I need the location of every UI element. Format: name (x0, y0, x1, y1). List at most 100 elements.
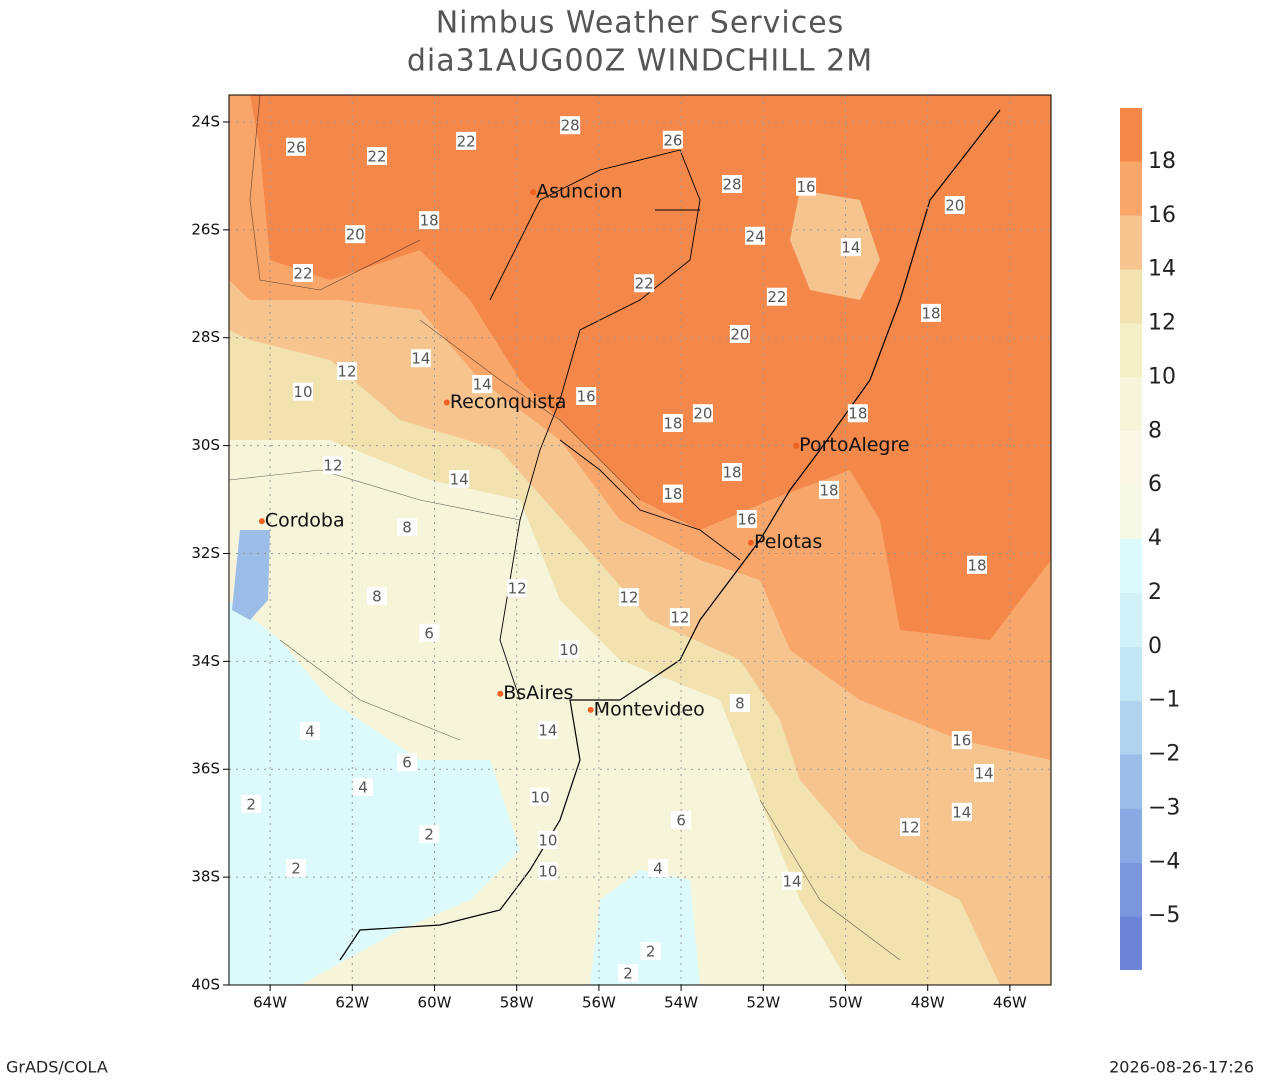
contour-label: 20 (730, 325, 749, 343)
contour-label-bg (537, 720, 558, 739)
city-label: BsAires (503, 682, 573, 704)
contour-label: 6 (424, 624, 434, 642)
contour-label: 20 (945, 197, 964, 215)
contour-label-bg (951, 731, 972, 750)
contour-label-bg (449, 470, 470, 489)
city-marker (497, 690, 504, 697)
contour-label: 14 (841, 239, 860, 257)
contour-label-bg (722, 463, 743, 482)
colorbar-label: −1 (1148, 688, 1180, 713)
x-tick-label: 58W (500, 994, 534, 1012)
contour-label: 10 (538, 863, 557, 881)
contour-label-bg (729, 693, 750, 712)
colorbar-label: 6 (1148, 472, 1162, 497)
contour-label: 22 (635, 275, 654, 293)
contour-label-bg (576, 386, 597, 405)
contour-label-bg (692, 404, 713, 423)
contour-label-bg (920, 303, 941, 322)
map-frame (228, 94, 1052, 986)
contour-label: 14 (538, 721, 557, 739)
city-label: PortoAlegre (799, 434, 909, 456)
contour-label-bg (944, 196, 965, 215)
colorbar-box (1120, 323, 1142, 378)
contour-label-bg (722, 175, 743, 193)
contour-label-bg (782, 871, 803, 890)
x-tick-label: 54W (664, 994, 698, 1012)
contour-label-bg (396, 518, 417, 537)
x-tick-label: 52W (746, 994, 780, 1012)
contour-label-bg (648, 858, 669, 877)
city-marker (530, 189, 537, 196)
contour-label: 2 (424, 825, 434, 843)
contour-label-bg (819, 480, 840, 499)
contour-label-bg (662, 484, 683, 503)
colorbar-label: −4 (1148, 849, 1180, 874)
y-tick-label: 26S (191, 220, 220, 238)
contour-label: 16 (577, 387, 596, 405)
contour-label: 22 (457, 132, 476, 150)
contour-label: 14 (450, 471, 469, 489)
colorbar-label: 14 (1148, 257, 1176, 282)
contour-label-bg (285, 137, 306, 156)
labels: 64W 62W 60W 58W 56W 54W 52W 50W 48W 46W 24S 26S 28S 3… (191, 112, 1027, 1011)
contour-label: 6 (402, 754, 412, 772)
x-tick-label: 64W (253, 994, 287, 1012)
contour-label: 2 (246, 795, 256, 813)
city-marker (258, 518, 265, 525)
contour-label: 22 (293, 265, 312, 283)
contour-label-bg (974, 764, 995, 783)
contour-label: 20 (693, 405, 712, 423)
contour-label: 24 (746, 227, 765, 245)
x-tick-label: 46W (993, 994, 1027, 1012)
contour-label: 2 (623, 965, 633, 983)
contour-label: 18 (848, 405, 867, 423)
contour-label-bg (951, 802, 972, 821)
contour-label: 6 (676, 811, 686, 829)
contour-label-bg (745, 226, 766, 245)
y-tick-label: 38S (191, 868, 220, 886)
contour-label: 18 (967, 556, 986, 574)
x-tick-label: 60W (418, 994, 452, 1012)
y-tick-label: 24S (191, 112, 220, 130)
map-field (229, 95, 1051, 985)
contour-label-bg (419, 211, 440, 230)
colorbar-box (1120, 269, 1142, 324)
contour-label: 10 (559, 641, 578, 659)
colorbar-label: −2 (1148, 742, 1180, 767)
contour-label-bg (299, 721, 320, 740)
contour-label: 2 (291, 859, 301, 877)
contour-label-bg (366, 146, 387, 165)
city-marker (747, 539, 754, 546)
contour-label-bg (410, 349, 431, 368)
contour-label-bg (558, 640, 579, 659)
contour-label-bg (618, 588, 639, 607)
colorbar-box (1120, 700, 1142, 755)
contour-label-bg (366, 587, 387, 606)
contour-label: 18 (820, 481, 839, 499)
contour-label: 14 (974, 765, 993, 783)
contour-label-bg (292, 264, 313, 282)
contour-label-bg (507, 579, 528, 598)
contour-label-bg (560, 116, 581, 135)
city-label: Pelotas (754, 531, 822, 553)
contour-label-bg (640, 942, 661, 961)
city-label: Asuncion (536, 181, 622, 203)
city-label: Montevideo (594, 698, 705, 720)
contour-label: 8 (735, 694, 745, 712)
colorbar-box (1120, 108, 1142, 162)
x-tick-label: 50W (829, 994, 863, 1012)
contour-label: 26 (663, 131, 682, 149)
colorbar-label: −5 (1148, 903, 1180, 928)
y-tick-label: 32S (191, 544, 220, 562)
colorbar-box (1120, 646, 1142, 701)
colorbar-box (1120, 431, 1142, 486)
colorbar-box (1120, 539, 1142, 593)
contour-label: 18 (663, 414, 682, 432)
colorbar-box (1120, 862, 1142, 917)
x-tick-label: 48W (911, 994, 945, 1012)
colorbar-box (1120, 916, 1142, 970)
colorbar-label: 10 (1148, 364, 1176, 389)
contour-label-bg (537, 830, 558, 849)
contour-label: 18 (420, 212, 439, 230)
